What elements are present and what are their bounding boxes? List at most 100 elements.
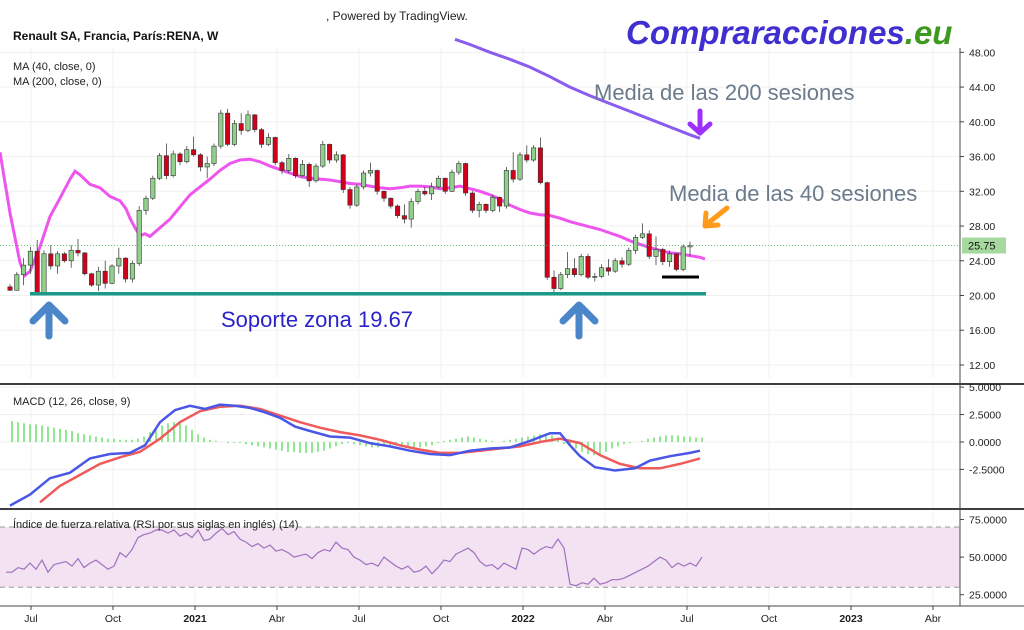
candle-up xyxy=(157,155,163,179)
y-tick-label: 28.00 xyxy=(969,221,995,233)
axes: 48.00 44.00 40.00 36.00 32.00 28.00 24.00 20.00… xyxy=(0,47,1024,625)
chart-symbol: Renault SA, Francia, París:RENA, W xyxy=(13,29,219,43)
candle xyxy=(660,247,666,266)
candle-up xyxy=(129,263,135,280)
candle xyxy=(7,284,13,292)
candle-down xyxy=(544,182,550,278)
candle-down xyxy=(177,153,183,163)
candle xyxy=(177,152,183,166)
y-tick-label: 40.00 xyxy=(969,117,995,129)
candle-up xyxy=(517,154,523,180)
candle-down xyxy=(238,123,244,131)
candle-down xyxy=(442,177,448,192)
y-tick-label: 50.0000 xyxy=(969,552,1007,564)
y-tick-label: 5.0000 xyxy=(969,382,1001,394)
candle xyxy=(599,264,605,279)
candle xyxy=(429,182,435,200)
candle-up xyxy=(299,164,305,176)
candle xyxy=(55,251,61,274)
candle xyxy=(367,162,373,177)
candle-down xyxy=(347,189,353,206)
arrow-head xyxy=(687,121,713,136)
candle xyxy=(231,120,237,147)
candle-down xyxy=(646,233,652,257)
price-panel xyxy=(0,37,960,378)
candle xyxy=(388,197,394,209)
candle-down xyxy=(293,157,299,176)
candle xyxy=(354,184,360,207)
candle xyxy=(191,136,197,157)
candle xyxy=(129,260,135,283)
candle xyxy=(340,153,346,194)
candle-down xyxy=(61,253,67,262)
candle xyxy=(503,166,509,209)
candle xyxy=(109,264,115,285)
candle-up xyxy=(503,170,509,207)
candle-up xyxy=(116,257,122,267)
candle xyxy=(211,143,217,167)
candle-up xyxy=(21,264,27,275)
x-tick-label: Oct xyxy=(761,613,777,625)
candle xyxy=(14,272,20,291)
candle-up xyxy=(313,165,319,182)
candle xyxy=(585,253,591,279)
candle xyxy=(401,204,407,224)
candle xyxy=(197,153,203,172)
x-tick-label: Oct xyxy=(433,613,449,625)
candle xyxy=(252,114,258,133)
x-tick-label: Abr xyxy=(925,613,942,625)
candle xyxy=(225,108,231,147)
candle xyxy=(537,137,543,185)
y-tick-label: 44.00 xyxy=(969,82,995,94)
candle-up xyxy=(204,163,210,168)
candle xyxy=(639,223,645,240)
candle xyxy=(415,188,421,205)
candle-up xyxy=(333,154,339,161)
candle-up xyxy=(633,237,639,251)
candle-up xyxy=(626,250,632,265)
candle xyxy=(612,258,618,273)
y-tick-label: 12.00 xyxy=(969,360,995,372)
candle-up xyxy=(14,274,20,291)
candle xyxy=(95,266,101,292)
note-ma200: Media de las 200 sesiones xyxy=(594,80,855,105)
candle xyxy=(313,163,319,183)
candle xyxy=(299,160,305,178)
candle xyxy=(327,143,333,164)
candle-down xyxy=(673,253,679,270)
candle xyxy=(626,247,632,266)
candle xyxy=(123,257,129,283)
candle-down xyxy=(463,163,469,194)
candle-up xyxy=(361,172,367,188)
candle-up xyxy=(55,253,61,267)
macd-line xyxy=(9,403,701,507)
y-tick-label: 2.5000 xyxy=(969,410,1001,422)
candle xyxy=(68,245,74,268)
candle-down xyxy=(483,204,489,211)
candle xyxy=(408,198,414,228)
support-arrow-right xyxy=(559,301,599,340)
candle-up xyxy=(653,249,659,257)
candle-down xyxy=(259,129,265,145)
candle-down xyxy=(374,170,380,192)
candle-up xyxy=(449,171,455,192)
candle-down xyxy=(272,137,278,163)
candle xyxy=(395,204,401,219)
candle-down xyxy=(340,154,346,190)
rsi-title: Índice de fuerza relativa (RSI por sus s… xyxy=(13,518,299,531)
candle xyxy=(347,186,353,209)
candle-up xyxy=(143,197,149,211)
candle-down xyxy=(401,215,407,220)
candle-down xyxy=(252,114,258,130)
y-tick-label: 75.0000 xyxy=(969,515,1007,527)
rsi-band xyxy=(0,527,960,588)
candle-up xyxy=(211,145,217,164)
candle xyxy=(442,177,448,194)
candle-down xyxy=(395,205,401,216)
powered-by[interactable]: , Powered by TradingView. xyxy=(326,9,468,23)
candle xyxy=(469,191,475,213)
candle-down xyxy=(75,250,81,254)
x-tick-label: Abr xyxy=(597,613,614,625)
candle-up xyxy=(408,201,414,220)
legend-ma40: MA (40, close, 0) xyxy=(13,61,96,73)
